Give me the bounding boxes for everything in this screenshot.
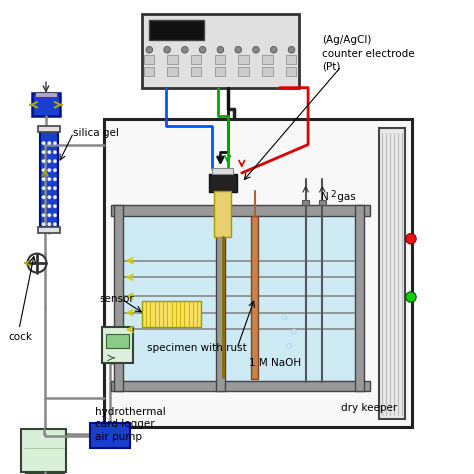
Bar (209, 174, 237, 192)
Circle shape (53, 204, 57, 208)
Bar (215, 55, 225, 64)
Bar (262, 67, 273, 76)
Bar (111, 381, 370, 391)
Bar (114, 205, 123, 391)
Bar (167, 55, 178, 64)
Bar (167, 67, 178, 76)
Text: sensor: sensor (100, 293, 134, 304)
Circle shape (53, 168, 57, 172)
Bar (215, 67, 225, 76)
Circle shape (42, 213, 46, 217)
Text: gas: gas (334, 191, 356, 202)
Circle shape (199, 46, 206, 53)
Bar (38, 227, 60, 233)
Circle shape (406, 234, 416, 244)
Circle shape (217, 46, 224, 53)
Text: counter electrode: counter electrode (322, 48, 415, 59)
Bar (191, 55, 201, 64)
Circle shape (47, 150, 51, 154)
Bar (149, 20, 204, 40)
Bar (355, 205, 364, 391)
Circle shape (235, 46, 241, 53)
Bar (32, 93, 60, 116)
Bar (302, 200, 309, 205)
Bar (212, 168, 233, 174)
Text: 2: 2 (330, 190, 336, 199)
Bar (214, 191, 231, 237)
Circle shape (253, 46, 259, 53)
Bar (144, 55, 154, 64)
Circle shape (42, 222, 46, 226)
Bar (142, 14, 299, 88)
Bar (262, 55, 273, 64)
Circle shape (42, 204, 46, 208)
Bar (286, 55, 296, 64)
Bar (238, 55, 249, 64)
Circle shape (47, 159, 51, 163)
Bar (216, 205, 225, 391)
Text: (Ag/AgCl): (Ag/AgCl) (322, 35, 372, 46)
Text: dry keeper: dry keeper (341, 402, 398, 413)
Text: 1 M NaOH: 1 M NaOH (249, 357, 301, 368)
Bar (106, 334, 129, 348)
Circle shape (47, 177, 51, 181)
Circle shape (53, 141, 57, 145)
Circle shape (270, 46, 277, 53)
Bar (379, 128, 405, 419)
Circle shape (27, 254, 46, 273)
Circle shape (47, 204, 51, 208)
Bar (286, 67, 296, 76)
Text: (Pt): (Pt) (322, 61, 341, 72)
Circle shape (53, 159, 57, 163)
Text: silica gel: silica gel (73, 128, 119, 138)
Bar (102, 327, 133, 363)
Circle shape (42, 159, 46, 163)
Text: air pump: air pump (95, 432, 142, 442)
Bar (251, 216, 258, 379)
Circle shape (47, 168, 51, 172)
Text: specimen with rust: specimen with rust (147, 343, 246, 354)
Bar (90, 423, 130, 448)
Bar (144, 67, 154, 76)
Circle shape (406, 292, 416, 302)
Circle shape (47, 186, 51, 190)
Circle shape (47, 213, 51, 217)
Circle shape (42, 177, 46, 181)
Circle shape (47, 141, 51, 145)
Bar (40, 128, 58, 230)
Bar (21, 429, 66, 472)
Text: N: N (321, 191, 329, 202)
Text: hydrothermal: hydrothermal (95, 407, 165, 418)
Circle shape (42, 168, 46, 172)
Circle shape (146, 46, 153, 53)
Circle shape (42, 141, 46, 145)
Bar (38, 126, 60, 132)
Bar (35, 92, 57, 97)
Circle shape (53, 195, 57, 199)
Circle shape (53, 150, 57, 154)
Circle shape (42, 186, 46, 190)
Circle shape (53, 213, 57, 217)
Circle shape (182, 46, 188, 53)
Bar (121, 213, 360, 382)
Text: card logger: card logger (95, 419, 155, 429)
Circle shape (164, 46, 170, 53)
Bar (238, 67, 249, 76)
Circle shape (53, 222, 57, 226)
Circle shape (53, 186, 57, 190)
Circle shape (42, 195, 46, 199)
Bar (104, 118, 412, 427)
Bar (319, 200, 326, 205)
Circle shape (47, 195, 51, 199)
Bar (191, 67, 201, 76)
Text: cock: cock (9, 331, 33, 342)
Circle shape (288, 46, 295, 53)
Bar (111, 205, 370, 216)
Circle shape (42, 150, 46, 154)
Circle shape (47, 222, 51, 226)
Bar (142, 301, 201, 327)
Circle shape (53, 177, 57, 181)
